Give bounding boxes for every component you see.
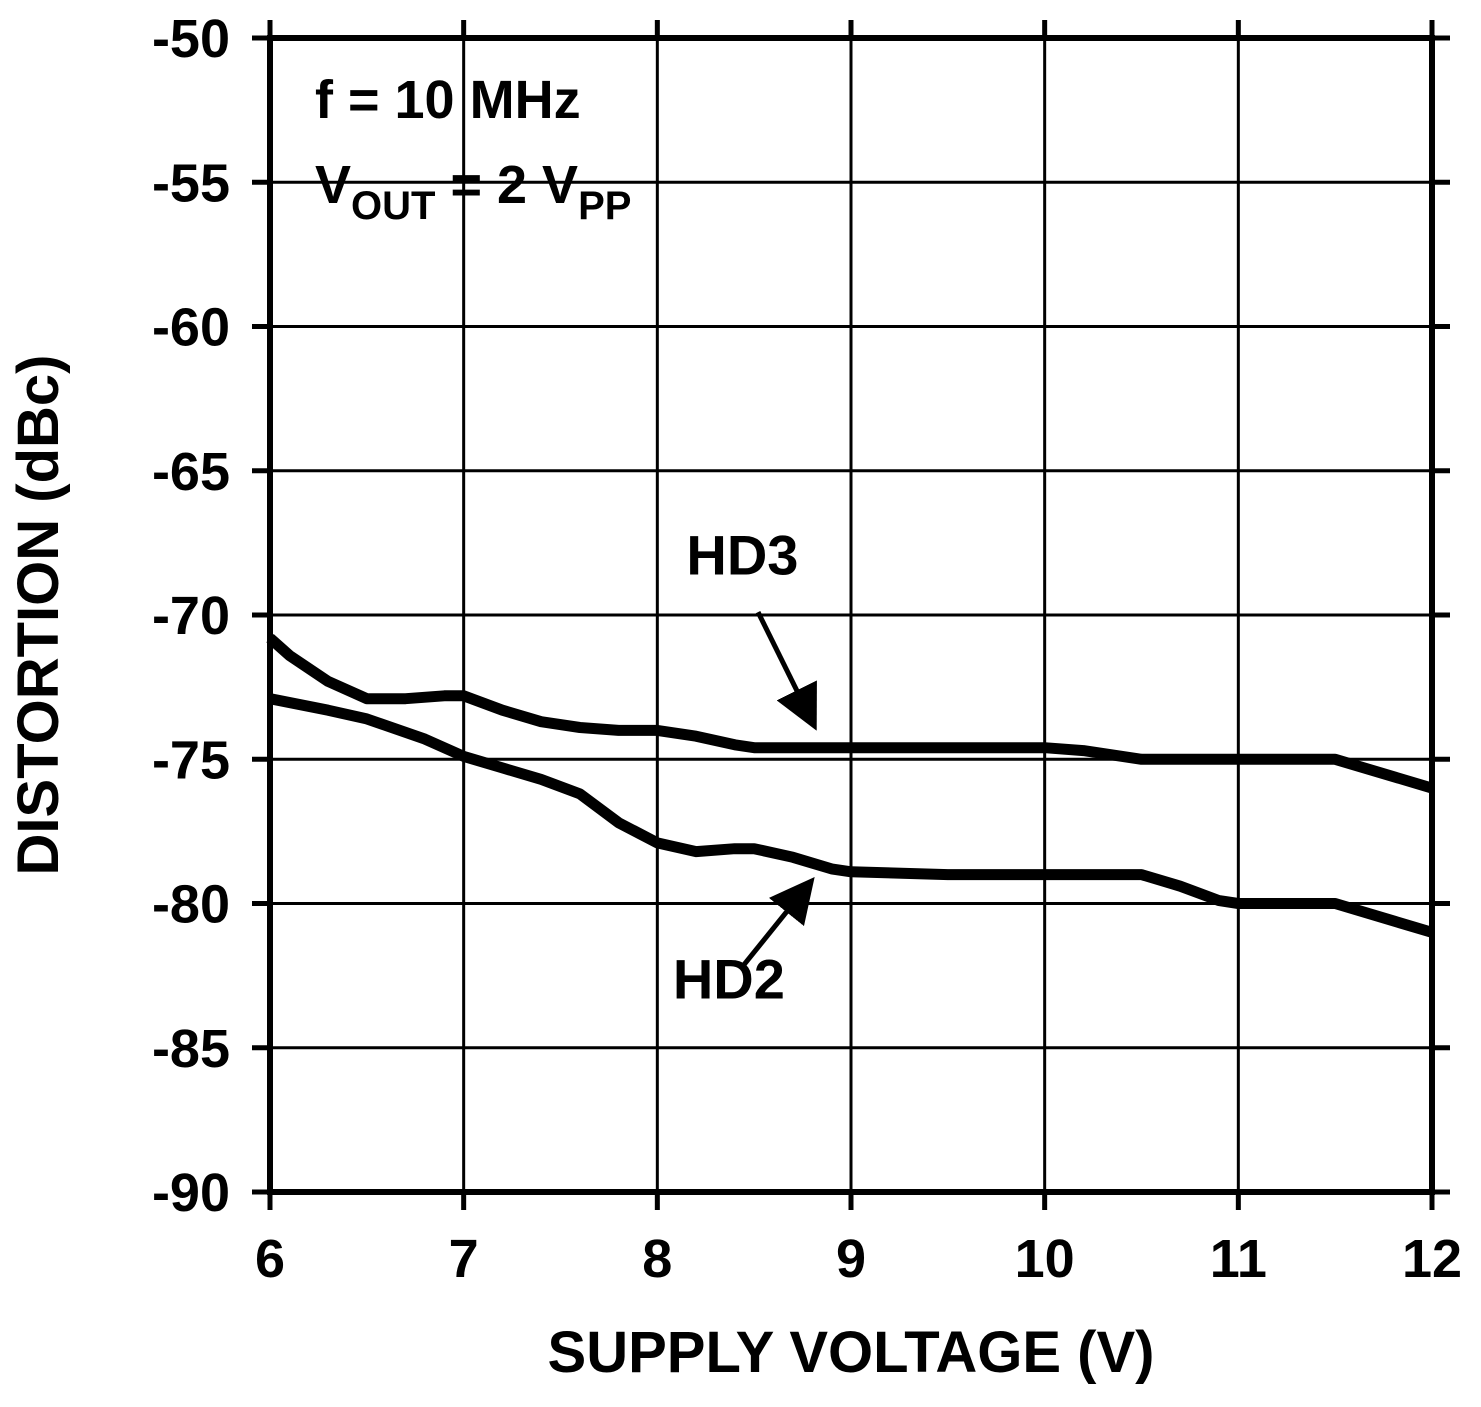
svg-text:12: 12 [1402, 1229, 1462, 1289]
hd3-arrow [755, 611, 817, 731]
svg-text:6: 6 [255, 1229, 285, 1289]
svg-text:-70: -70 [152, 586, 230, 646]
hd3-label: HD3 [686, 524, 798, 587]
y-axis-label: DISTORTION (dBc) [6, 355, 71, 876]
svg-text:11: 11 [1210, 1229, 1267, 1289]
plot-frame [267, 35, 1435, 1195]
hd3-curve [266, 633, 1434, 794]
annotation-frequency: f = 10 MHz [315, 70, 581, 130]
svg-text:-75: -75 [152, 730, 230, 790]
hd2-arrow [742, 876, 815, 966]
svg-text:8: 8 [642, 1229, 672, 1289]
y-tick-labels: -90 -85 -80 -75 -70 -65 -60 -55 -50 [152, 9, 230, 1223]
hd2-label: HD2 [673, 948, 785, 1011]
x-tick-labels: 6 7 8 9 10 11 12 [255, 1229, 1462, 1289]
svg-text:-85: -85 [152, 1019, 230, 1079]
x-axis-label: SUPPLY VOLTAGE (V) [548, 1320, 1155, 1385]
svg-text:9: 9 [836, 1229, 866, 1289]
svg-text:-80: -80 [152, 875, 230, 935]
annotation-vout: VOUT = 2 VPP [315, 155, 631, 228]
svg-text:-60: -60 [152, 298, 230, 358]
hd2-curve [268, 693, 1434, 938]
svg-text:7: 7 [449, 1229, 479, 1289]
tick-marks [252, 20, 1450, 1210]
svg-text:10: 10 [1015, 1229, 1075, 1289]
svg-text:-50: -50 [152, 9, 230, 69]
svg-text:-90: -90 [152, 1163, 230, 1223]
svg-text:-55: -55 [152, 153, 230, 213]
svg-text:-65: -65 [152, 442, 230, 502]
